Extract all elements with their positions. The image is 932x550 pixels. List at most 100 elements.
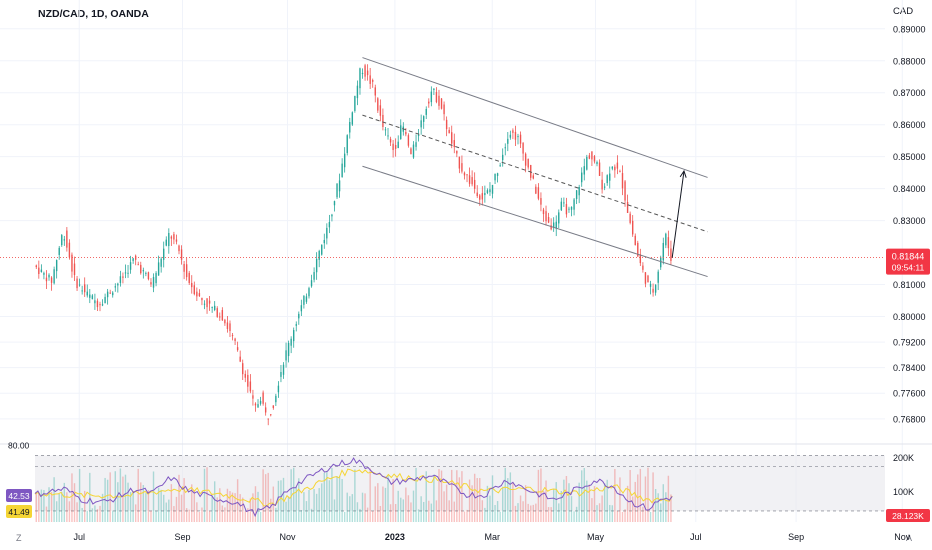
volume-bar (188, 509, 190, 522)
volume-bar (244, 511, 246, 522)
currency-label: CAD (893, 6, 914, 17)
candle-body (71, 254, 73, 272)
candle-body (382, 114, 384, 128)
candle-body (267, 418, 269, 420)
candle-body (448, 129, 450, 134)
candle-body (473, 179, 476, 189)
candle-body (234, 338, 236, 342)
candle-body (670, 248, 672, 261)
timezone-button[interactable]: Z (16, 533, 22, 543)
candle-body (433, 88, 435, 90)
candle-body (552, 222, 555, 228)
rsi-band (35, 455, 885, 511)
candle-body (471, 177, 473, 185)
volume-bar (601, 495, 603, 522)
candle-body (145, 272, 147, 274)
volume-bar (466, 509, 468, 522)
volume-bar (359, 508, 361, 522)
volume-bar (196, 502, 198, 522)
auto-scale-button[interactable]: A (906, 533, 913, 543)
volume-bar (453, 501, 455, 522)
volume-bar (614, 468, 616, 522)
volume-bar (397, 490, 399, 522)
candle-body (468, 175, 471, 184)
current-price-label: 0.81844 (892, 252, 925, 262)
candle-body (657, 271, 659, 283)
volume-bar (219, 488, 221, 522)
volume-bar (315, 493, 318, 522)
candle-body (540, 198, 542, 205)
volume-bar (236, 479, 239, 522)
candle-body (308, 288, 310, 297)
candle-body (201, 297, 203, 301)
volume-bar (203, 468, 206, 522)
volume-bar (631, 496, 634, 522)
candle-body (226, 322, 229, 329)
volume-bar (122, 476, 124, 522)
candle-body (160, 258, 162, 267)
candle-body (150, 282, 152, 285)
price-tick-label: 0.76800 (893, 414, 926, 424)
date-tick-label: Sep (788, 532, 804, 542)
volume-bar (226, 488, 229, 522)
volume-bar (364, 493, 366, 522)
volume-bar (308, 490, 310, 522)
volume-bar (152, 471, 155, 522)
volume-bar (262, 469, 264, 522)
candle-body (229, 323, 231, 332)
volume-bar (547, 507, 550, 522)
candle-body (639, 254, 642, 264)
forecast-arrow-head (679, 169, 687, 178)
candle-body (649, 283, 652, 287)
volume-bar (507, 478, 509, 522)
volume-bar (211, 495, 213, 522)
volume-bar (216, 497, 218, 522)
volume-bar (415, 467, 417, 522)
candle-body (458, 156, 461, 169)
candle-body (507, 138, 509, 144)
volume-bar (147, 490, 150, 522)
candle-body (550, 225, 552, 230)
candle-body (84, 284, 86, 293)
candle-body (430, 91, 433, 103)
candle-body (122, 276, 124, 278)
volume-bar (259, 511, 262, 522)
volume-bar (163, 494, 165, 522)
volume-bar (270, 498, 272, 522)
volume-bar (254, 486, 257, 522)
volume-bar (489, 495, 491, 522)
candle-body (338, 180, 341, 192)
candle-body (254, 403, 257, 406)
candle-body (287, 342, 290, 357)
price-tick-label: 0.89000 (893, 24, 926, 34)
volume-bar (583, 468, 585, 522)
volume-bar (35, 492, 37, 522)
volume-bar (183, 478, 185, 522)
volume-bar (117, 482, 119, 522)
candle-body (624, 181, 626, 201)
candle-body (481, 193, 484, 200)
candle-body (422, 116, 425, 122)
volume-bar (336, 476, 338, 522)
volume-bar (252, 493, 254, 522)
volume-bar (479, 478, 481, 522)
candle-body (180, 249, 183, 260)
volume-bar (366, 507, 369, 522)
candle-body (262, 392, 264, 404)
volume-bar (298, 478, 300, 522)
volume-bar (168, 499, 170, 522)
volume-bar (412, 490, 415, 522)
candle-body (55, 260, 58, 272)
candle-body (132, 258, 134, 261)
candle-body (321, 244, 323, 255)
candle-body (76, 278, 78, 289)
candle-body (596, 162, 598, 165)
volume-bar (63, 482, 66, 522)
volume-bar (157, 487, 160, 522)
rsi-value-tag-bg (6, 489, 32, 502)
candle-body (435, 92, 438, 103)
candle-body (484, 192, 486, 196)
volume-bar (654, 489, 657, 522)
candle-body (591, 151, 593, 160)
